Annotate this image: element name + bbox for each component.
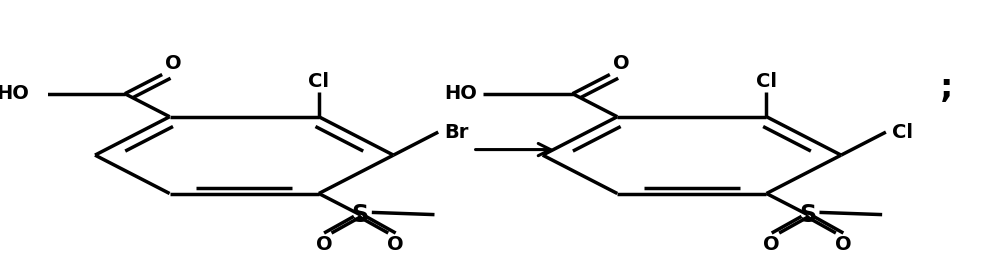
Text: ;: ; — [940, 72, 954, 105]
Text: O: O — [613, 54, 630, 73]
Text: Br: Br — [444, 123, 469, 142]
Text: O: O — [763, 235, 780, 254]
Text: Cl: Cl — [892, 123, 913, 142]
Text: Cl: Cl — [756, 71, 777, 91]
Text: O: O — [165, 54, 181, 73]
Text: HO: HO — [444, 84, 477, 103]
Text: O: O — [316, 235, 333, 254]
Text: O: O — [387, 235, 404, 254]
Text: S: S — [351, 202, 369, 227]
Text: S: S — [799, 202, 816, 227]
Text: HO: HO — [0, 84, 29, 103]
Text: Cl: Cl — [308, 71, 330, 91]
Text: O: O — [835, 235, 852, 254]
